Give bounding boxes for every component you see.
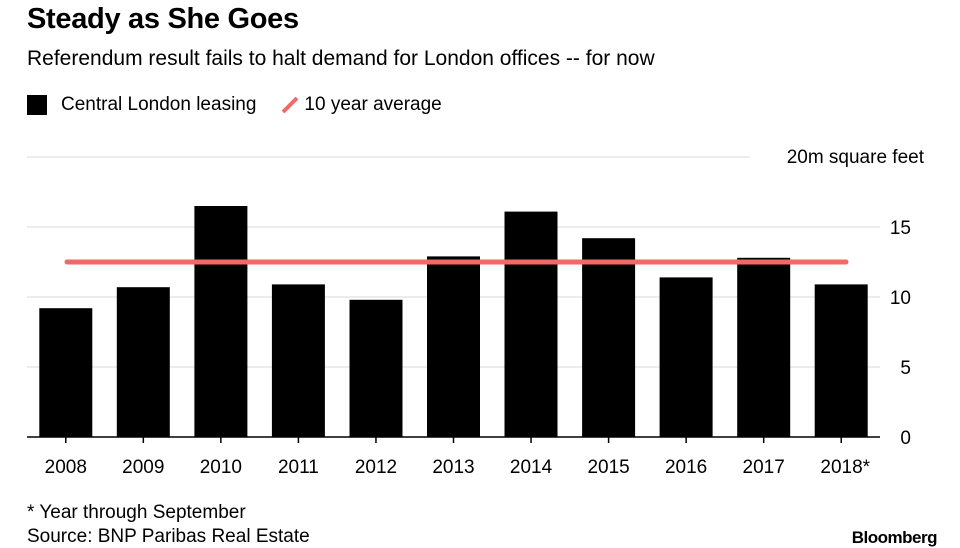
x-tick-label: 2009 — [122, 457, 164, 478]
legend: Central London leasing 10 year average — [27, 93, 466, 117]
chart-title: Steady as She Goes — [27, 3, 299, 35]
legend-bar-swatch — [27, 95, 47, 115]
bar-2011 — [271, 284, 325, 437]
legend-item-average: 10 year average — [280, 94, 442, 116]
chart-subtitle: Referendum result fails to halt demand f… — [27, 47, 655, 70]
y-tick-label: 0 — [900, 428, 911, 449]
bar-2013 — [427, 256, 480, 437]
x-tick-label: 2012 — [355, 457, 397, 478]
bar-2008 — [39, 308, 93, 437]
x-tick-label: 2017 — [743, 457, 785, 478]
legend-label-leasing: Central London leasing — [61, 94, 257, 115]
bar-2015 — [582, 238, 636, 437]
bar-2017 — [737, 257, 791, 437]
bar-2018 — [814, 284, 868, 437]
y-tick-label: 5 — [900, 358, 911, 379]
bar-2010 — [194, 206, 248, 437]
x-tick-label: 2011 — [278, 457, 319, 478]
x-tick-label: 2018* — [820, 457, 870, 478]
y-tick-label: 10 — [890, 288, 911, 309]
legend-line-swatch — [282, 96, 299, 114]
bar-chart: 20m square feet 0 5 10 15 2008 2009 2010 2011 201… — [27, 147, 925, 478]
x-tick-label: 2016 — [665, 457, 707, 478]
x-tick-label: 2015 — [587, 457, 629, 478]
y-axis-unit-label: 20m square feet — [787, 147, 925, 168]
y-tick-label: 15 — [890, 218, 911, 239]
bar-2014 — [504, 211, 558, 437]
x-tick-label: 2008 — [45, 457, 87, 478]
legend-label-average: 10 year average — [304, 94, 442, 115]
bar-2016 — [659, 277, 713, 437]
bloomberg-logo: Bloomberg — [851, 528, 938, 547]
x-tick-label: 2014 — [510, 457, 553, 478]
x-tick-label: 2013 — [432, 457, 474, 478]
footnote: * Year through September — [27, 502, 246, 523]
legend-item-leasing: Central London leasing — [27, 94, 256, 116]
bar-2009 — [116, 287, 170, 437]
x-tick-label: 2010 — [200, 457, 242, 478]
source-note: Source: BNP Paribas Real Estate — [27, 526, 310, 547]
bar-2012 — [349, 299, 403, 437]
